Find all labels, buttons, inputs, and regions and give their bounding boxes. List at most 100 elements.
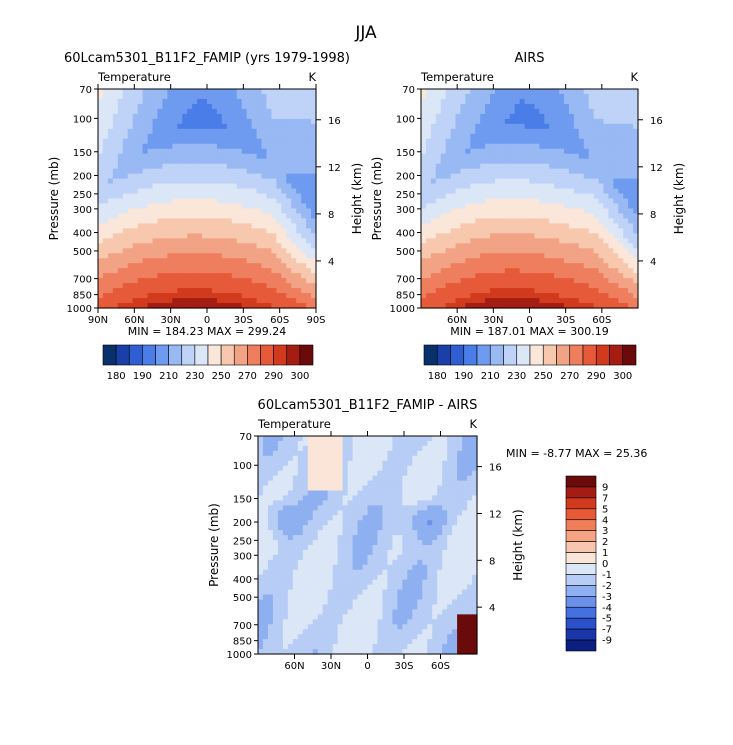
field-cell — [281, 288, 287, 294]
field-cell — [266, 283, 272, 289]
field-cell — [107, 268, 114, 274]
field-cell — [578, 228, 585, 234]
field-cell — [246, 263, 253, 269]
field-cell — [261, 123, 268, 130]
field-cell — [529, 193, 536, 200]
field-cell — [549, 198, 555, 205]
field-cell — [618, 103, 624, 110]
field-cell — [633, 288, 639, 294]
field-cell — [296, 258, 302, 264]
field-cell — [112, 163, 119, 170]
field-cell — [559, 238, 565, 244]
field-cell — [425, 258, 432, 264]
field-cell — [261, 278, 268, 284]
field-cell — [470, 298, 476, 304]
field-cell — [455, 158, 462, 165]
field-cell — [613, 188, 619, 195]
field-cell — [623, 103, 629, 110]
field-cell — [187, 98, 193, 105]
field-cell — [480, 213, 486, 220]
field-cell — [291, 173, 297, 180]
field-cell — [564, 203, 570, 210]
field-cell — [457, 530, 463, 536]
field-cell — [172, 148, 178, 155]
field-cell — [509, 188, 516, 195]
field-cell — [152, 148, 159, 155]
field-cell — [430, 158, 437, 165]
field-cell — [499, 108, 506, 115]
field-cell — [281, 113, 287, 120]
field-cell — [122, 288, 129, 294]
field-cell — [460, 278, 466, 284]
field-cell — [226, 203, 233, 210]
x-tick-label: 30S — [556, 315, 575, 326]
field-cell — [475, 223, 481, 229]
field-cell — [301, 283, 307, 289]
y-tick-label: 1000 — [390, 304, 415, 315]
field-cell — [628, 138, 634, 145]
field-cell — [266, 258, 272, 264]
field-cell — [231, 198, 238, 205]
field-cell — [417, 485, 423, 492]
field-cell — [372, 460, 379, 467]
field-cell — [549, 218, 555, 224]
field-cell — [452, 480, 458, 487]
field-cell — [549, 278, 555, 284]
field-cell — [549, 93, 555, 100]
field-cell — [529, 183, 536, 190]
field-cell — [327, 530, 334, 536]
field-cell — [112, 273, 119, 279]
field-cell — [197, 258, 203, 264]
field-cell — [347, 500, 354, 506]
field-cell — [603, 183, 610, 190]
field-cell — [613, 258, 619, 264]
field-cell — [137, 208, 144, 215]
field-cell — [306, 228, 312, 234]
field-cell — [286, 253, 292, 259]
field-cell — [197, 273, 203, 279]
field-cell — [509, 198, 516, 205]
field-cell — [107, 178, 114, 185]
field-cell — [539, 288, 545, 294]
field-cell — [462, 490, 468, 497]
field-cell — [593, 148, 600, 155]
field-cell — [211, 89, 218, 95]
field-cell — [162, 198, 168, 205]
field-cell — [367, 520, 374, 526]
field-cell — [397, 455, 403, 462]
field-cell — [117, 258, 124, 264]
field-cell — [494, 188, 501, 195]
field-cell — [207, 148, 213, 155]
field-cell — [271, 98, 277, 105]
field-cell — [296, 278, 302, 284]
field-cell — [192, 188, 198, 195]
field-cell — [437, 530, 443, 536]
field-cell — [499, 258, 506, 264]
field-cell — [292, 490, 299, 497]
field-cell — [112, 208, 119, 215]
field-cell — [286, 233, 292, 239]
field-cell — [311, 158, 317, 165]
field-cell — [236, 213, 243, 220]
field-cell — [504, 148, 511, 155]
field-cell — [573, 103, 580, 110]
y-tick-label: 850 — [73, 291, 92, 302]
field-cell — [421, 153, 427, 160]
field-cell — [312, 460, 319, 467]
field-cell — [152, 153, 159, 160]
field-cell — [382, 510, 389, 516]
field-cell — [422, 495, 428, 501]
field-cell — [412, 500, 418, 506]
field-cell — [266, 243, 272, 249]
field-cell — [450, 173, 457, 180]
field-cell — [504, 293, 511, 299]
field-cell — [529, 278, 536, 284]
field-cell — [392, 455, 398, 462]
field-cell — [122, 93, 129, 100]
field-cell — [593, 113, 600, 120]
field-cell — [593, 303, 600, 309]
field-cell — [387, 485, 393, 492]
field-cell — [187, 213, 193, 220]
field-cell — [397, 440, 403, 447]
field-cell — [167, 208, 173, 215]
